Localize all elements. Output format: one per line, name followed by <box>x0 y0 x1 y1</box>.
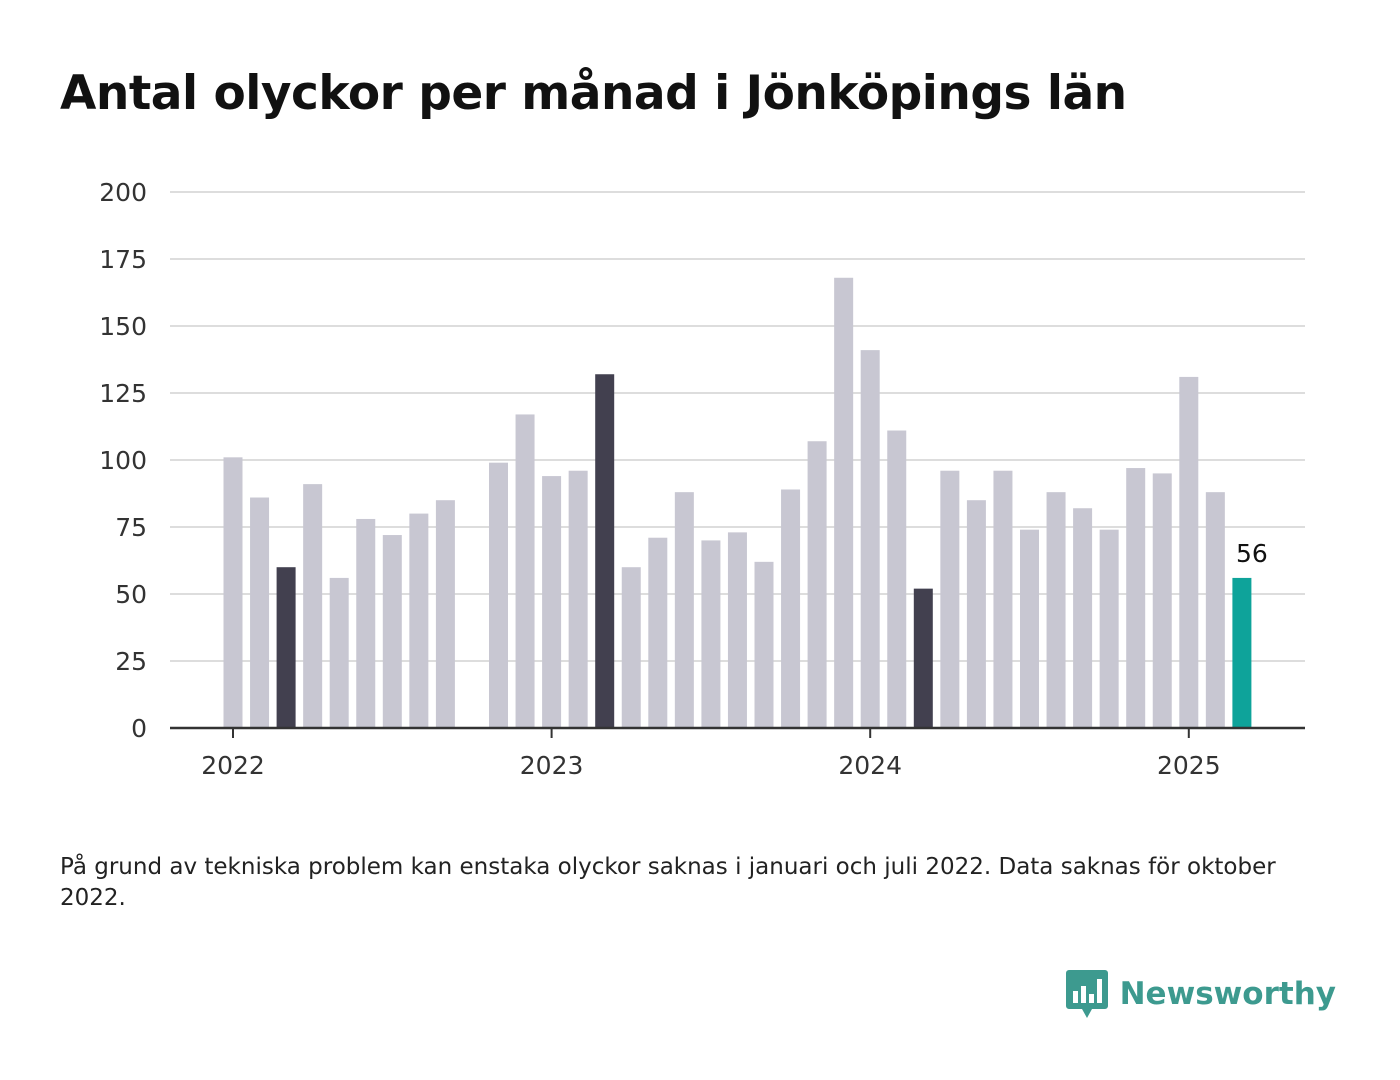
bar <box>674 492 694 728</box>
bar <box>913 588 933 728</box>
y-tick-label: 0 <box>131 714 147 743</box>
bar <box>382 535 402 728</box>
bar <box>409 513 429 728</box>
bar <box>727 532 747 728</box>
y-axis-ticks: 0 25 50 75 100 125 150 175 200 <box>99 178 147 743</box>
data-labels: 56 <box>1233 536 1270 570</box>
bar <box>276 567 296 728</box>
bar <box>1152 473 1172 728</box>
bar <box>807 441 827 728</box>
bar <box>621 567 641 728</box>
bar <box>648 537 668 728</box>
data-label: 56 <box>1236 539 1268 568</box>
y-tick-label: 75 <box>115 513 147 542</box>
newsworthy-logo-icon <box>1065 970 1108 1018</box>
bar <box>701 540 721 728</box>
bar <box>1205 492 1225 728</box>
footnote: På grund av tekniska problem kan enstaka… <box>60 854 1276 911</box>
bar <box>568 470 588 728</box>
bar <box>329 577 349 728</box>
bar <box>1099 529 1119 728</box>
bar <box>781 489 801 728</box>
y-tick-label: 50 <box>115 580 147 609</box>
bar <box>1179 376 1199 728</box>
bar <box>993 470 1013 728</box>
y-tick-label: 25 <box>115 647 147 676</box>
y-tick-label: 100 <box>99 446 147 475</box>
x-tick-label: 2024 <box>838 751 902 780</box>
chart-title: Antal olyckor per månad i Jönköpings län <box>60 66 1127 121</box>
bar <box>595 374 615 728</box>
y-tick-label: 125 <box>99 379 147 408</box>
bar <box>542 476 562 728</box>
bar <box>435 500 455 728</box>
y-tick-label: 150 <box>99 312 147 341</box>
bar <box>860 350 880 728</box>
bar <box>966 500 986 728</box>
bar <box>250 497 270 728</box>
bar <box>940 470 960 728</box>
bar <box>489 462 508 728</box>
x-axis: 2022 2023 2024 2025 <box>170 726 1305 780</box>
bar <box>834 277 854 728</box>
bar <box>356 518 376 728</box>
y-tick-label: 175 <box>99 245 147 274</box>
bar <box>1232 577 1252 728</box>
bar <box>223 457 243 728</box>
bar <box>887 430 907 728</box>
x-tick-label: 2022 <box>201 751 265 780</box>
bars <box>223 277 1252 728</box>
bar <box>1046 492 1066 728</box>
bar <box>303 484 323 728</box>
brand-logo: Newsworthy <box>1065 970 1336 1018</box>
bar <box>1020 529 1039 728</box>
x-tick-label: 2023 <box>520 751 584 780</box>
x-tick-label: 2025 <box>1157 751 1221 780</box>
bar <box>1073 508 1093 728</box>
bar <box>515 414 535 728</box>
bar <box>754 561 774 728</box>
brand-name: Newsworthy <box>1119 976 1336 1012</box>
y-tick-label: 200 <box>99 178 147 207</box>
bar <box>1126 468 1146 728</box>
